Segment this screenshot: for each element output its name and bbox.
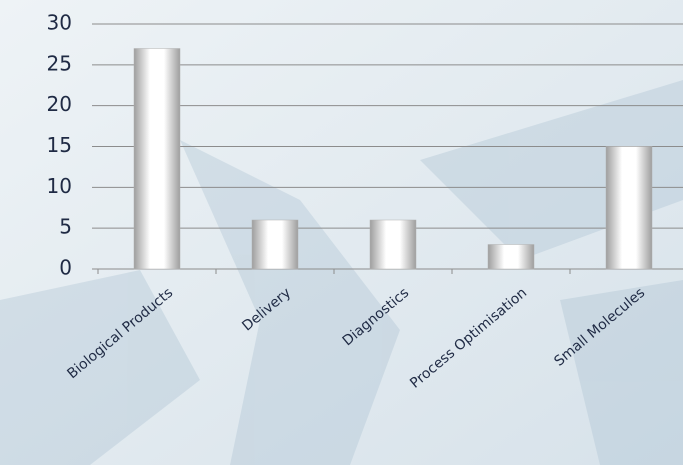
y-tick-label: 30: [47, 11, 72, 35]
y-tick-label: 20: [47, 92, 72, 116]
bar: [605, 146, 653, 270]
y-tick-label: 0: [59, 256, 72, 280]
y-tick-label: 25: [47, 51, 72, 75]
bar: [487, 244, 535, 270]
y-tick-label: 15: [47, 133, 72, 157]
bar: [251, 219, 299, 270]
bar: [369, 219, 417, 270]
y-tick-label: 10: [47, 174, 72, 198]
bar: [133, 48, 181, 270]
y-tick-label: 5: [59, 215, 72, 239]
